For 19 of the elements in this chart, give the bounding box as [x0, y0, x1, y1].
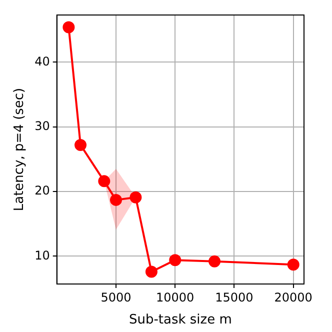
point: [98, 175, 110, 188]
point: [62, 21, 75, 34]
x-axis-title: Sub-task size m: [128, 312, 232, 328]
x-tick-label: 10000: [156, 290, 194, 304]
point: [169, 254, 182, 266]
point: [110, 194, 122, 206]
point: [130, 191, 142, 204]
x-tick-label: 15000: [215, 290, 254, 304]
y-tick-label: 40: [34, 54, 50, 68]
x-tick-label: 20000: [274, 290, 312, 304]
y-tick-label: 20: [34, 184, 50, 198]
y-tick-label: 10: [34, 248, 50, 262]
point: [74, 138, 87, 151]
x-tick-label: 5000: [100, 290, 132, 304]
point: [287, 258, 300, 271]
point: [208, 255, 221, 268]
y-tick-label: 30: [34, 118, 50, 133]
y-axis-title: Latency, p=4 (sec): [12, 88, 28, 212]
point: [145, 266, 158, 278]
